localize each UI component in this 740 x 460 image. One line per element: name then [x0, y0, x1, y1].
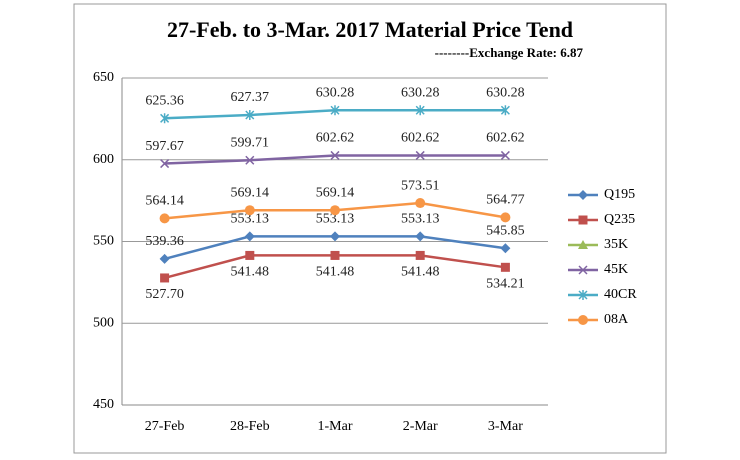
data-label: 541.48 [316, 265, 355, 280]
x-tick-label: 3-Mar [488, 419, 523, 434]
legend-marker [578, 215, 588, 225]
data-point [330, 205, 340, 216]
legend-marker [578, 290, 588, 300]
data-label: 627.37 [231, 90, 270, 105]
data-label: 630.28 [401, 85, 440, 100]
data-point [415, 150, 425, 160]
legend-marker [578, 315, 588, 325]
data-label: 602.62 [316, 131, 355, 146]
data-point [500, 212, 511, 223]
chart-frame [73, 3, 667, 454]
data-label: 602.62 [486, 131, 525, 146]
data-label: 541.48 [401, 265, 440, 280]
legend-marker [578, 240, 588, 249]
legend-label: Q235 [604, 212, 635, 227]
data-label: 553.13 [231, 212, 270, 227]
y-tick-label: 550 [93, 234, 114, 249]
data-point [244, 231, 255, 242]
x-tick-label: 1-Mar [318, 419, 353, 434]
data-point [500, 150, 510, 160]
data-label: 545.85 [486, 224, 525, 239]
data-point [330, 105, 340, 116]
data-point [415, 231, 426, 242]
data-point [159, 253, 170, 264]
data-point [245, 155, 255, 165]
data-point [330, 250, 340, 260]
data-point [330, 231, 340, 242]
data-label: 569.14 [231, 185, 270, 200]
data-label: 564.77 [486, 193, 525, 208]
data-label: 534.21 [486, 277, 525, 292]
data-label: 630.28 [486, 85, 525, 100]
data-point [245, 110, 255, 120]
legend-marker [578, 265, 588, 275]
data-label: 553.13 [316, 212, 355, 227]
data-label: 597.67 [145, 139, 184, 154]
data-point [415, 105, 425, 116]
data-point [500, 243, 511, 254]
chart-title: 27-Feb. to 3-Mar. 2017 Material Price Te… [167, 17, 573, 42]
data-label: 541.48 [231, 265, 270, 280]
data-point [160, 273, 170, 283]
chart-subtitle: --------Exchange Rate: 6.87 [435, 45, 584, 60]
data-label: 625.36 [145, 94, 184, 109]
data-label: 539.36 [145, 234, 184, 249]
data-label: 569.14 [316, 185, 355, 200]
data-point [245, 250, 255, 260]
legend-label: Q195 [604, 187, 635, 202]
data-label: 630.28 [316, 85, 355, 100]
data-point [500, 105, 510, 116]
y-tick-label: 650 [93, 70, 114, 85]
y-tick-label: 600 [93, 152, 114, 167]
data-label: 527.70 [145, 287, 184, 302]
legend-marker [578, 190, 588, 200]
data-label: 564.14 [145, 194, 184, 209]
legend-label: 08A [604, 312, 629, 327]
legend-label: 40CR [604, 287, 637, 302]
legend-label: 35K [604, 237, 628, 252]
data-point [159, 213, 170, 224]
data-label: 553.13 [401, 212, 440, 227]
y-tick-label: 450 [93, 397, 114, 412]
data-point [415, 198, 426, 209]
data-label: 599.71 [231, 135, 270, 150]
data-point [500, 262, 510, 272]
data-point [415, 250, 425, 260]
x-tick-label: 2-Mar [403, 419, 438, 434]
data-point [330, 150, 340, 160]
data-label: 602.62 [401, 131, 440, 146]
y-tick-label: 500 [93, 315, 114, 330]
data-point [160, 159, 170, 169]
data-point [244, 205, 255, 216]
data-label: 573.51 [401, 178, 440, 193]
legend-label: 45K [604, 262, 628, 277]
data-point [160, 113, 170, 124]
x-tick-label: 27-Feb [145, 419, 185, 434]
x-tick-label: 28-Feb [230, 419, 270, 434]
